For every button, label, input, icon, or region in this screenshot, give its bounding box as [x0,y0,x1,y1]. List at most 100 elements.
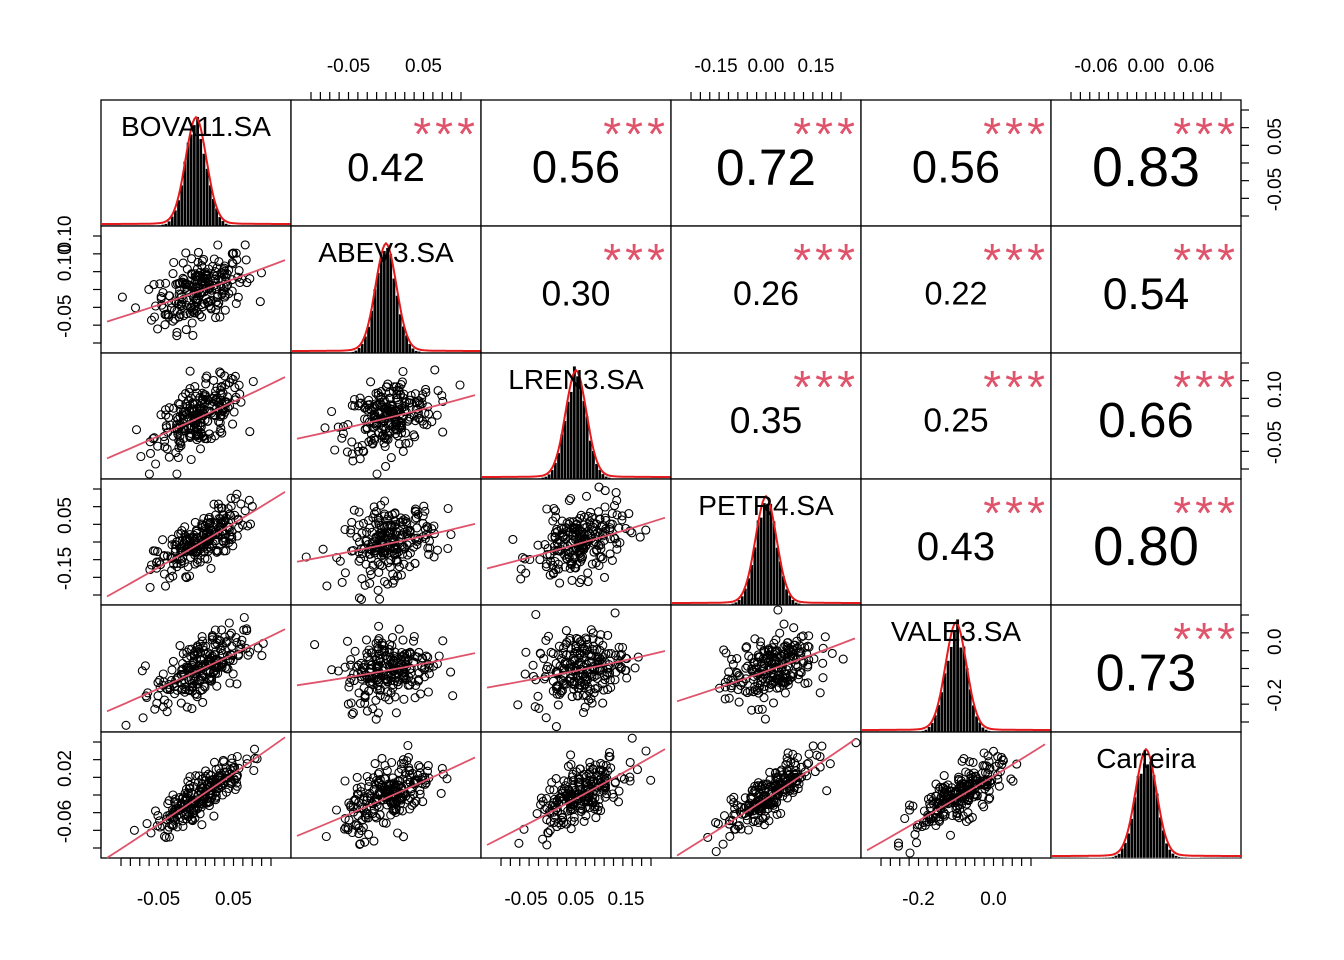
scatter-point [401,438,411,448]
scatter-point [420,533,430,544]
scatter-point [575,551,585,561]
histogram-bar [1174,855,1178,859]
scatter-point [541,562,551,572]
scatter-point [198,431,208,441]
panel-3-4: 0.43*** [860,478,1052,606]
scatter-point [145,582,155,592]
scatter-point [409,430,419,440]
scatter-point [588,522,598,532]
scatter-point [356,594,367,604]
correlation-value: 0.22 [924,276,987,312]
scatter-point [202,554,213,564]
histogram-bar [949,646,954,733]
scatter-point [160,320,170,330]
scatter-point [255,297,265,307]
scatter-point [190,559,200,569]
scatter-point [389,575,399,585]
tick-label: 0.05 [215,889,252,910]
panel-2-3: 0.35*** [670,352,862,480]
scatter-point [390,521,400,531]
histogram-bar [392,278,396,354]
scatter-point [156,410,166,420]
scatter-point [318,544,328,554]
scatter-point [385,562,395,572]
scatter-point [202,371,212,381]
scatter-point [187,306,197,316]
tick-label: 0.15 [608,889,645,910]
scatter-point [371,507,381,517]
panel-3-3: PETR4.SA [670,478,862,606]
scatter-point [360,402,370,412]
scatter-point [612,495,622,506]
scatter-point [365,578,375,588]
scatter-point [327,406,337,417]
scatter-point [181,325,191,335]
scatter-point [233,292,243,302]
scatter-point [358,446,368,456]
scatter-point [185,366,195,376]
correlation-value: 0.83 [1092,136,1200,198]
scatter-point [581,491,592,501]
scatter-point [163,309,173,319]
correlation-value: 0.72 [716,138,816,196]
scatter-point [357,440,367,451]
scatter-point [599,572,610,582]
scatter-point [443,543,453,554]
scatter-point [432,410,442,420]
scatter-point [148,434,158,444]
scatter-point [609,501,620,511]
scatter-point [205,399,215,409]
scatter-point [617,515,627,525]
scatter-point [206,433,216,444]
scatter-point [151,459,161,469]
scatter-point [516,574,526,584]
scatter-point [403,550,413,560]
variable-label: Carteira [1096,743,1196,774]
scatter-point [377,424,387,434]
scatter-point [557,516,567,526]
scatter-point [338,422,349,432]
scatter-point [418,511,428,521]
scatter-point [360,580,370,590]
histogram-bar [379,253,384,354]
scatter-point [556,523,566,533]
scatter-point [183,533,193,543]
histogram-bar [217,216,222,227]
scatter-point [403,416,413,426]
scatter-point [160,442,170,452]
scatter-point [193,432,203,443]
histogram-bar [398,313,403,354]
scatter-point [190,272,200,282]
scatter-point [203,416,213,426]
scatter-point [215,427,225,437]
scatter-point [174,312,184,322]
scatter-point [550,556,560,567]
scatter-point [394,386,404,396]
scatter-point [198,529,208,540]
scatter-point [190,301,200,311]
panel-0-1: 0.42*** [290,99,482,227]
scatter-point [212,382,222,393]
histogram-bar [927,726,931,733]
scatter-point [545,570,555,580]
tick-label: 0.10 [1265,371,1286,408]
scatter-point [564,495,574,506]
variable-label: PETR4.SA [698,490,834,521]
scatter-point [550,528,560,538]
scatter-point [589,518,599,528]
scatter-point [178,258,188,268]
scatter-point [376,520,386,531]
scatter-point [373,515,383,526]
scatter-point [380,542,390,552]
scatter-point [399,527,409,537]
scatter-point [583,577,593,587]
scatter-point [419,501,429,511]
scatter-point [159,432,169,442]
scatter-point [165,291,175,301]
histogram-bar [749,564,754,606]
histogram-bar [569,391,574,480]
tick-label: 0.05 [405,56,442,77]
scatter-point [219,265,229,275]
scatter-point [568,530,578,540]
tick-label: -0.2 [1265,679,1286,712]
